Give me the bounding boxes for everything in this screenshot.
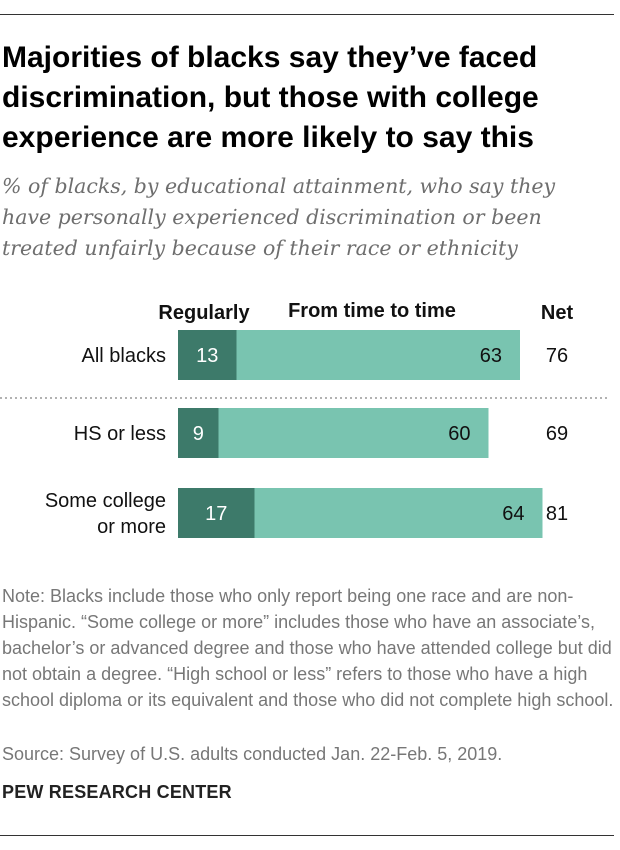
data-label-time-to-time: 63 xyxy=(480,345,502,367)
bottom-rule xyxy=(0,835,614,836)
bar-regularly xyxy=(178,488,255,538)
brand-logo-text: PEW RESEARCH CENTER xyxy=(2,782,232,802)
bar-chart: Regularly From time to time Net All blacks 1… xyxy=(0,300,610,538)
data-label-regularly: 17 xyxy=(205,503,227,525)
net-value: 81 xyxy=(546,503,568,525)
bar-time-to-time xyxy=(218,408,489,458)
chart-note: Note: Blacks include those who only repo… xyxy=(2,586,614,710)
data-label-time-to-time: 64 xyxy=(502,503,524,525)
data-label-regularly: 13 xyxy=(196,345,218,367)
bar-time-to-time xyxy=(254,488,543,538)
category-label: All blacks xyxy=(82,345,166,367)
bar-regularly xyxy=(178,330,237,380)
bar-time-to-time xyxy=(236,330,520,380)
chart-subtitle: % of blacks, by educational attainment, … xyxy=(2,174,556,260)
net-value: 76 xyxy=(546,345,568,367)
category-label: or more xyxy=(97,516,166,538)
legend-time-to-time: From time to time xyxy=(288,300,456,322)
category-label: HS or less xyxy=(74,423,166,445)
net-value: 69 xyxy=(546,423,568,445)
data-label-time-to-time: 60 xyxy=(448,423,470,445)
net-header: Net xyxy=(541,302,574,324)
top-rule xyxy=(0,14,614,15)
chart-title: Majorities of blacks say they’ve faced d… xyxy=(2,41,539,154)
data-label-regularly: 9 xyxy=(193,423,204,445)
bar-regularly xyxy=(178,408,219,458)
chart-source: Source: Survey of U.S. adults conducted … xyxy=(2,744,503,764)
category-label: Some college xyxy=(45,490,166,512)
legend-regularly: Regularly xyxy=(158,302,250,324)
